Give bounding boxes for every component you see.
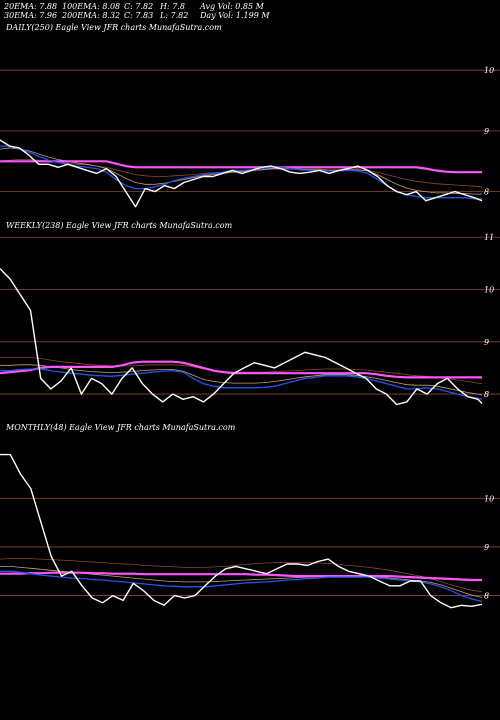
- series-line-ema200: [0, 160, 482, 174]
- y-tick-label: 8: [484, 390, 489, 399]
- header-value: 200EMA: 8.32: [62, 11, 121, 20]
- y-tick-label: 9: [484, 127, 489, 136]
- panel-2: 10 9 8: [0, 453, 500, 609]
- y-tick-label: 9: [484, 543, 489, 552]
- header-value: 30EMA: 7.96: [4, 11, 58, 20]
- series-line-ema200: [0, 571, 482, 582]
- y-tick-label: 8: [484, 188, 489, 197]
- series-line-price: [0, 139, 483, 208]
- series-line-price: [0, 453, 483, 609]
- header-value: H: 7.8: [160, 2, 185, 11]
- panel-0: 10 9 8: [0, 66, 500, 208]
- header-value: L: 7.82: [160, 11, 189, 20]
- weekly-panel-label: WEEKLY(238) Eagle View JFR charts Munafa…: [6, 221, 233, 230]
- header-value: 100EMA: 8.08: [62, 2, 121, 11]
- series-line-price: [0, 268, 483, 406]
- series-line-ema20: [0, 368, 483, 400]
- panel-1: 11 10 9 8: [0, 233, 500, 406]
- series-line-ema30: [0, 147, 482, 195]
- header-value: C: 7.83: [124, 11, 154, 20]
- header-value: C: 7.82: [124, 2, 154, 11]
- y-tick-label: 11: [484, 233, 494, 242]
- header-value: Avg Vol: 0.85 M: [200, 2, 264, 11]
- header-value: Day Vol: 1.199 M: [200, 11, 270, 20]
- series-line-ema30: [0, 364, 483, 396]
- y-tick-label: 9: [484, 338, 489, 347]
- series-line-ema20: [0, 570, 483, 603]
- series-line-ema100: [0, 558, 483, 593]
- y-tick-label: 8: [484, 592, 489, 601]
- y-tick-label: 10: [484, 286, 494, 295]
- series-line-ema200: [0, 360, 482, 379]
- y-tick-label: 10: [484, 66, 494, 75]
- daily-panel-label: DAILY(250) Eagle View JFR charts MunafaS…: [6, 23, 222, 32]
- y-tick-label: 10: [484, 494, 494, 503]
- monthly-panel-label: MONTHLY(48) Eagle View JFR charts Munafa…: [6, 423, 236, 432]
- header-value: 20EMA: 7.88: [4, 2, 58, 11]
